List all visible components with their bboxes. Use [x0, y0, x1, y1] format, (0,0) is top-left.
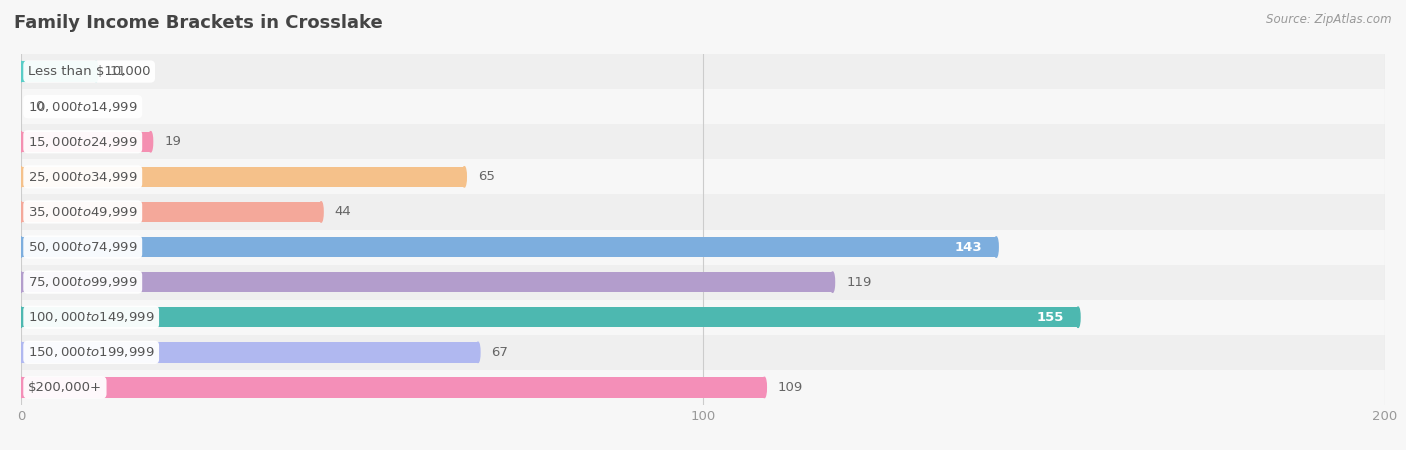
Text: Family Income Brackets in Crosslake: Family Income Brackets in Crosslake: [14, 14, 382, 32]
Text: 0: 0: [35, 100, 44, 113]
Circle shape: [477, 342, 479, 363]
Circle shape: [20, 202, 22, 222]
Bar: [21, 377, 765, 398]
Circle shape: [20, 342, 22, 363]
Text: $150,000 to $199,999: $150,000 to $199,999: [28, 345, 155, 360]
Text: $75,000 to $99,999: $75,000 to $99,999: [28, 275, 138, 289]
Bar: [21, 265, 1385, 300]
Text: 143: 143: [955, 241, 983, 253]
Text: 19: 19: [165, 135, 181, 148]
Circle shape: [994, 237, 998, 257]
Text: Less than $10,000: Less than $10,000: [28, 65, 150, 78]
Bar: [21, 124, 1385, 159]
Circle shape: [20, 166, 22, 187]
Bar: [21, 61, 96, 82]
Circle shape: [20, 377, 22, 398]
Text: 155: 155: [1038, 311, 1064, 324]
Bar: [21, 342, 478, 363]
Text: Source: ZipAtlas.com: Source: ZipAtlas.com: [1267, 14, 1392, 27]
Bar: [21, 166, 464, 187]
Text: 67: 67: [492, 346, 509, 359]
Bar: [21, 230, 1385, 265]
Circle shape: [20, 307, 22, 328]
Text: 11: 11: [110, 65, 127, 78]
Circle shape: [20, 131, 22, 152]
Bar: [21, 131, 150, 152]
Circle shape: [831, 272, 835, 292]
Text: $15,000 to $24,999: $15,000 to $24,999: [28, 135, 138, 149]
Text: $50,000 to $74,999: $50,000 to $74,999: [28, 240, 138, 254]
Bar: [21, 335, 1385, 370]
Circle shape: [20, 272, 22, 292]
Circle shape: [319, 202, 323, 222]
Circle shape: [1076, 307, 1080, 328]
Bar: [21, 370, 1385, 405]
Circle shape: [149, 131, 153, 152]
Bar: [21, 237, 997, 257]
Text: 119: 119: [846, 276, 872, 288]
Text: $200,000+: $200,000+: [28, 381, 101, 394]
Bar: [21, 300, 1385, 335]
Text: $10,000 to $14,999: $10,000 to $14,999: [28, 99, 138, 114]
Text: 65: 65: [478, 171, 495, 183]
Text: $35,000 to $49,999: $35,000 to $49,999: [28, 205, 138, 219]
Text: 109: 109: [778, 381, 803, 394]
Text: 44: 44: [335, 206, 352, 218]
Text: $100,000 to $149,999: $100,000 to $149,999: [28, 310, 155, 324]
Bar: [21, 307, 1078, 328]
Bar: [21, 159, 1385, 194]
Bar: [21, 89, 1385, 124]
Bar: [21, 194, 1385, 230]
Circle shape: [20, 237, 22, 257]
Bar: [21, 202, 321, 222]
Circle shape: [762, 377, 766, 398]
Bar: [21, 272, 832, 292]
Bar: [21, 54, 1385, 89]
Circle shape: [20, 61, 22, 82]
Circle shape: [463, 166, 467, 187]
Text: $25,000 to $34,999: $25,000 to $34,999: [28, 170, 138, 184]
Circle shape: [94, 61, 98, 82]
